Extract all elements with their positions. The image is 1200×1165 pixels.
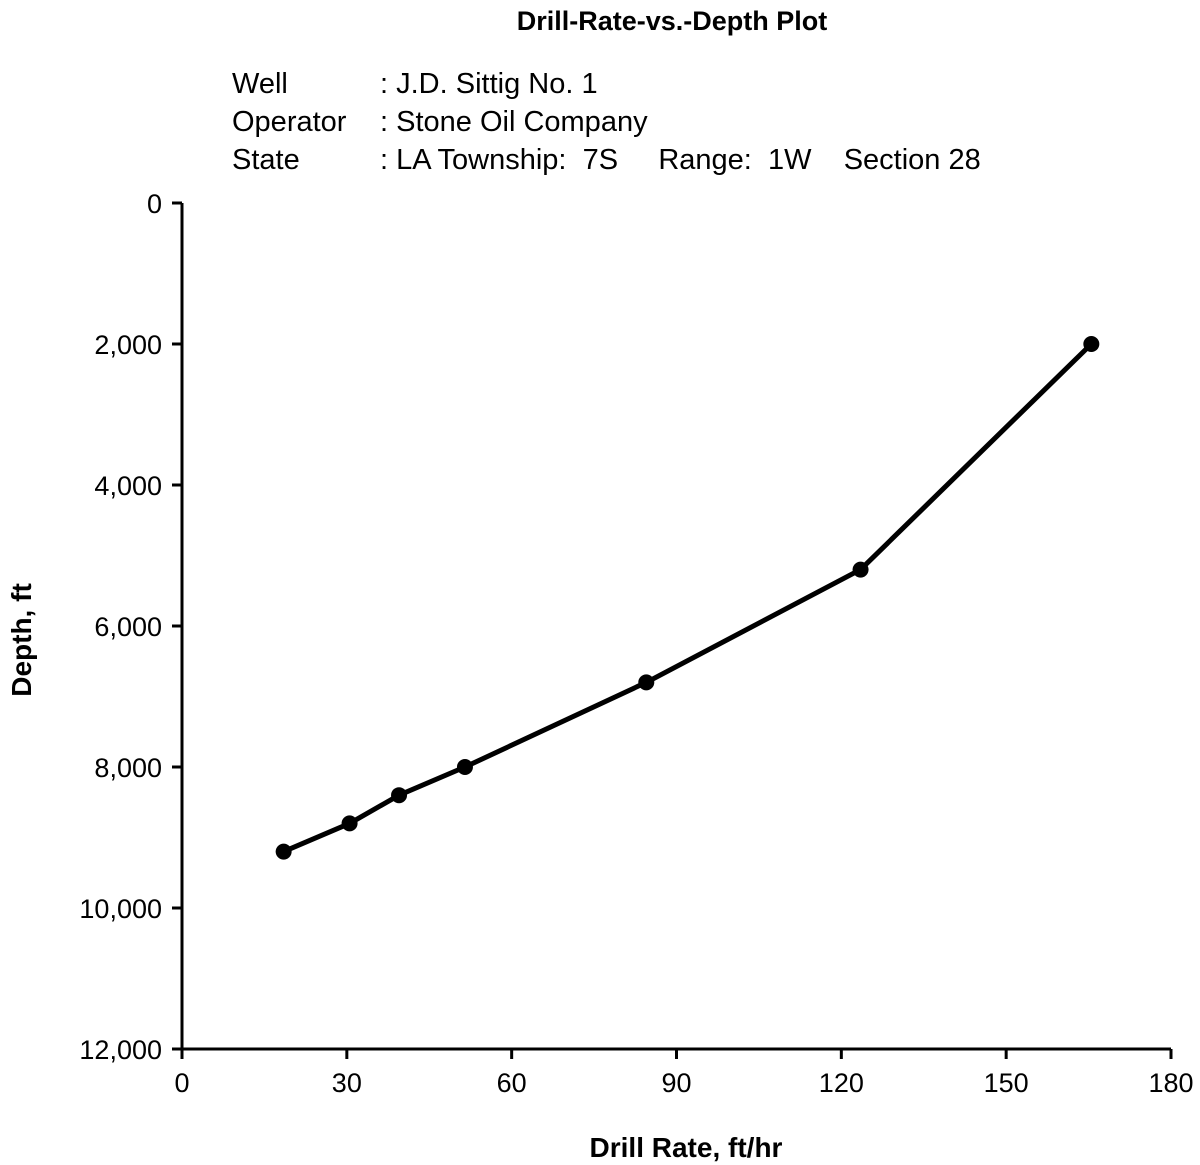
info-value-0: : J.D. Sittig No. 1 [380,68,598,100]
series-line [281,341,1094,855]
y-axis-ticks: 0 2,000 4,000 6,000 8,000 10,000 12,000 [79,189,182,1065]
x-tick-label: 90 [661,1068,691,1098]
info-value-2: : LA Township: 7S Range: 1W Section 28 [380,144,981,176]
x-tick-label: 0 [174,1068,189,1098]
x-tick-label: 180 [1148,1068,1193,1098]
x-tick-label: 60 [497,1068,527,1098]
y-tick-label: 10,000 [79,894,162,924]
y-tick-label: 0 [147,189,162,219]
info-key-0: Well [232,68,288,100]
x-tick-label: 120 [819,1068,864,1098]
data-point [391,787,408,804]
x-tick-label: 30 [332,1068,362,1098]
data-point [852,561,869,578]
y-tick-label: 12,000 [79,1035,162,1065]
data-point [456,759,473,775]
x-tick-label: 150 [984,1068,1029,1098]
y-tick-label: 8,000 [94,753,162,783]
info-key-2: State [232,144,300,176]
series-layer [275,336,1100,860]
data-point [275,843,292,860]
y-tick-label: 4,000 [94,471,162,501]
well-info-block: Well : J.D. Sittig No. 1 Operator : Stone O… [232,68,981,176]
info-value-1: : Stone Oil Company [380,106,648,138]
chart-title: Drill-Rate-vs.-Depth Plot [517,6,828,36]
y-tick-label: 2,000 [94,330,162,360]
x-axis-label: Drill Rate, ft/hr [590,1132,783,1163]
x-axis-ticks: 0 30 60 90 120 150 180 [174,1049,1194,1098]
y-axis-label: Depth, ft [6,583,37,697]
data-point [341,815,358,832]
y-tick-label: 6,000 [94,612,162,642]
data-point [638,674,655,691]
axes [180,203,1171,1051]
info-key-1: Operator [232,106,347,138]
data-point [1083,336,1100,352]
